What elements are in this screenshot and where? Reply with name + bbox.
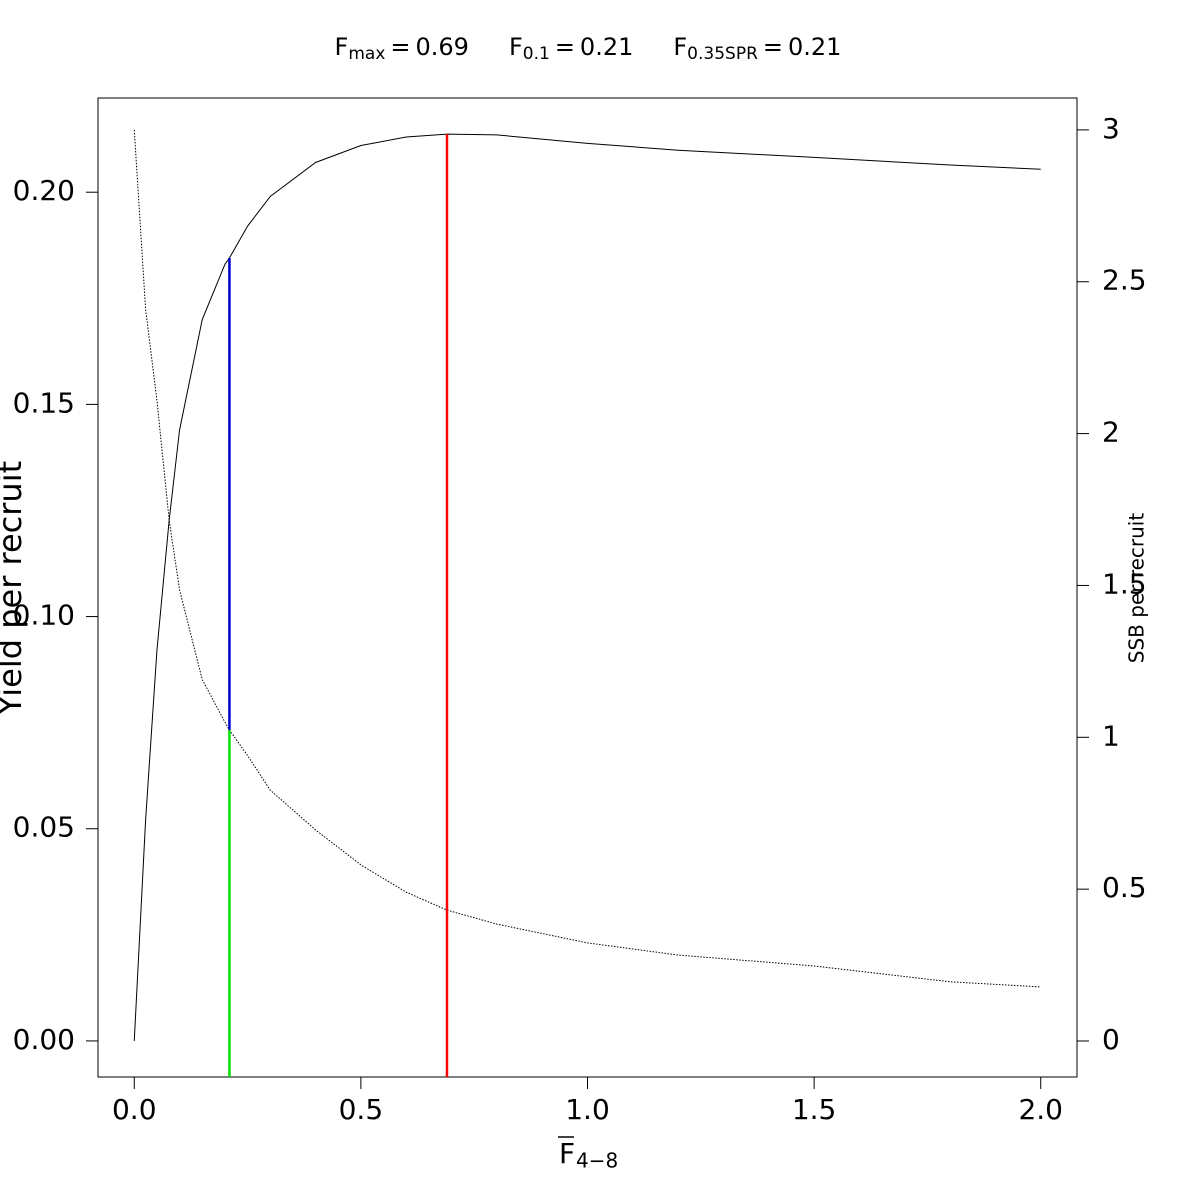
y-tick-label: 0.20 [13,174,75,207]
title-symbol: F [335,33,349,61]
chart-title: Fmax = 0.69 F0.1 = 0.21 F0.35SPR = 0.21 [335,33,842,64]
x-tick-label: 2.0 [1018,1093,1063,1126]
y2-tick-label: 0 [1102,1023,1120,1056]
x-axis-label-subscript: 4−8 [576,1149,618,1173]
y2-tick-label: 2 [1102,416,1120,449]
title-symbol: F [509,33,523,61]
x-tick-label: 0.5 [339,1093,384,1126]
y-tick-label: 0.10 [13,599,75,632]
title-relation: = [763,33,783,61]
y2-tick-label: 1 [1102,719,1120,752]
y2-axis-label: SSB per recruit [1125,513,1149,664]
y-tick-label: 0.05 [13,811,75,844]
title-subscript: max [348,44,385,64]
y-tick-label: 0.15 [13,386,75,419]
plot-frame [97,97,1078,1078]
x-axis-label: F [559,1137,575,1170]
y2-tick-label: 1.5 [1102,567,1147,600]
title-subscript: 0.35SPR [687,44,758,64]
x-tick-label: 1.0 [565,1093,610,1126]
x-tick-label: 0.0 [112,1093,157,1126]
series-line [133,129,1041,988]
title-relation: = [555,33,575,61]
y-tick-label: 0.00 [13,1023,75,1056]
title-value: 0.21 [580,33,633,61]
x-tick-label: 1.5 [792,1093,837,1126]
series-line [133,133,1041,1041]
title-symbol: F [673,33,687,61]
y2-tick-label: 3 [1102,112,1120,145]
y-axis-label: Yield per recruit [0,461,29,716]
y2-tick-label: 2.5 [1102,264,1147,297]
title-value: 0.69 [416,33,469,61]
title-subscript: 0.1 [523,44,550,64]
title-value: 0.21 [788,33,841,61]
title-relation: = [390,33,410,61]
y2-tick-label: 0.5 [1102,871,1147,904]
